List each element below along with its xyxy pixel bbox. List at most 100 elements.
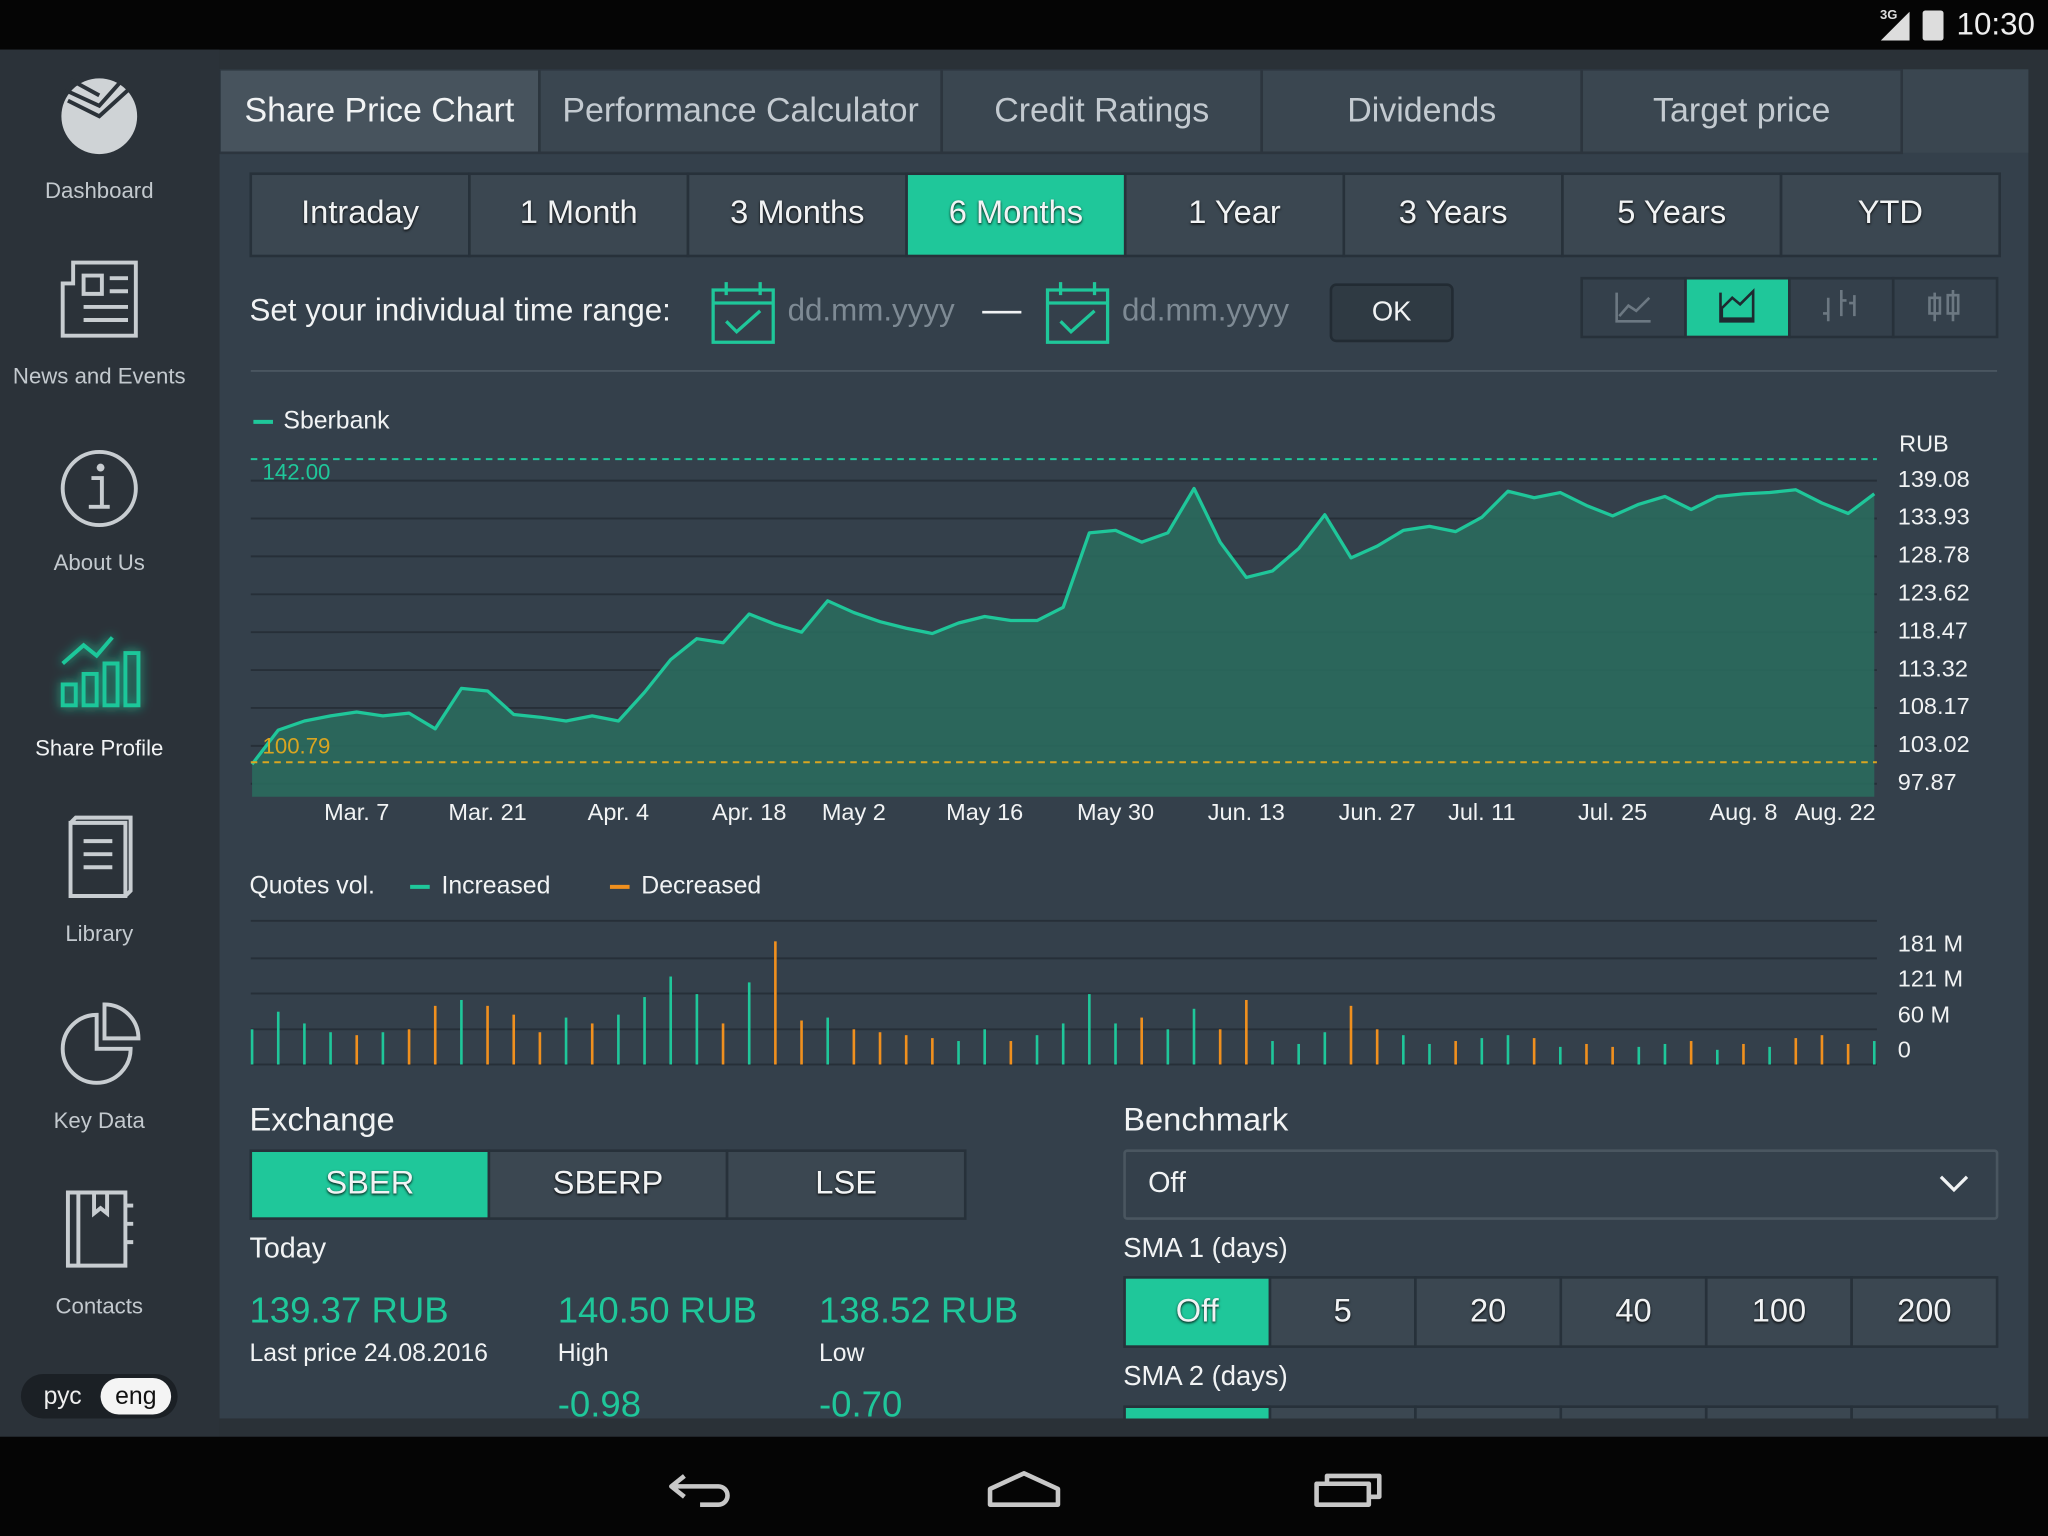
sma2-button[interactable] <box>1559 1405 1708 1476</box>
back-button[interactable] <box>669 1474 730 1507</box>
sma-button[interactable]: 200 <box>1850 1276 1999 1348</box>
sma2-button[interactable] <box>1850 1405 1999 1476</box>
view-icon <box>1719 288 1755 323</box>
volume-bar <box>381 1032 385 1065</box>
sma2-button[interactable] <box>1704 1405 1853 1476</box>
x-tick-label: Aug. 22 <box>1795 799 1876 825</box>
nav-item[interactable]: Contacts <box>55 1190 143 1318</box>
volume-bar <box>1872 1041 1876 1065</box>
volume-bar <box>250 1029 254 1065</box>
volume-bar <box>826 1017 830 1065</box>
sma-title: SMA 2 (days) <box>1123 1360 1288 1391</box>
nav-item[interactable]: Dashboard <box>45 77 154 203</box>
nav-item[interactable]: Library <box>65 815 134 946</box>
volume-bar <box>852 1029 856 1065</box>
volume-bar <box>329 1032 332 1065</box>
period-label: 3 Years <box>1399 193 1508 230</box>
tab[interactable]: Dividends <box>1260 69 1584 155</box>
y-tick-label: 181 M <box>1898 930 1963 956</box>
stat-label: Low <box>819 1340 865 1367</box>
tab[interactable]: Target price <box>1580 69 1904 155</box>
clock: 10:30 <box>1957 6 2035 41</box>
legend-label: Increased <box>441 872 550 899</box>
nav-item[interactable]: News and Events <box>13 260 186 389</box>
sma-button[interactable]: 5 <box>1268 1276 1417 1348</box>
section-title: Benchmark <box>1123 1101 1289 1138</box>
volume-bar <box>590 1023 594 1065</box>
volume-bar <box>878 1032 882 1065</box>
period-button[interactable]: 5 Years <box>1561 172 1783 258</box>
tab-bg <box>538 69 944 155</box>
period-button[interactable]: YTD <box>1779 172 2001 258</box>
exchange-bg <box>487 1149 729 1220</box>
exchange-button[interactable]: LSE <box>725 1149 967 1220</box>
period-button[interactable]: 6 Months <box>905 172 1127 258</box>
period-bg <box>905 172 1127 258</box>
tab[interactable]: Share Price Chart <box>219 69 541 155</box>
stat-label: High <box>558 1340 609 1367</box>
volume-bar <box>774 941 777 1065</box>
nav-item[interactable]: About Us <box>54 449 145 575</box>
period-button[interactable]: Intraday <box>249 172 471 258</box>
period-button[interactable]: 3 Years <box>1342 172 1564 258</box>
price-area <box>252 488 1875 797</box>
sma-button[interactable]: 100 <box>1704 1276 1853 1348</box>
volume-bar <box>931 1038 934 1065</box>
sma2-button[interactable] <box>1123 1405 1272 1476</box>
sma2-button[interactable] <box>1414 1405 1563 1476</box>
x-tick-label: May 2 <box>822 799 886 825</box>
recents-button[interactable] <box>1314 1473 1382 1507</box>
view-button[interactable] <box>1788 276 1895 339</box>
language-switch[interactable]: рус eng <box>20 1374 178 1419</box>
volume-bar <box>1715 1049 1719 1065</box>
sma-bg <box>1559 1276 1708 1348</box>
y-tick-label: 128.78 <box>1898 542 1970 568</box>
period-label: 6 Months <box>949 193 1083 230</box>
sma-label: 40 <box>1615 1291 1651 1328</box>
volume-bar <box>512 1014 516 1065</box>
calendar-button[interactable] <box>1045 282 1110 344</box>
sma-bg <box>1123 1276 1272 1348</box>
period-button[interactable]: 3 Months <box>686 172 908 258</box>
period-label: 1 Month <box>520 193 638 230</box>
stat-change: -0.70 <box>819 1383 902 1424</box>
volume-bar <box>1061 1023 1065 1065</box>
sma-button[interactable]: 20 <box>1414 1276 1563 1348</box>
volume-bar <box>1794 1038 1798 1065</box>
volume-bar <box>303 1023 306 1065</box>
volume-bar <box>1820 1035 1824 1065</box>
tab[interactable]: Performance Calculator <box>538 69 944 155</box>
y-tick-label: 97.87 <box>1898 769 1957 795</box>
sma-button[interactable]: 40 <box>1559 1276 1708 1348</box>
calendar-button[interactable] <box>711 282 775 344</box>
nav-item[interactable]: Key Data <box>54 1002 146 1133</box>
benchmark-select[interactable]: Off <box>1123 1149 1999 1220</box>
home-button[interactable] <box>987 1471 1061 1507</box>
volume-bar <box>1349 1005 1353 1065</box>
period-button[interactable]: 1 Month <box>468 172 690 258</box>
volume-bar <box>1454 1041 1457 1065</box>
section-title: Exchange <box>249 1101 394 1138</box>
volume-bar <box>643 997 646 1065</box>
volume-bar <box>1742 1043 1745 1065</box>
about-dot <box>96 463 105 472</box>
volume-bar <box>1323 1032 1327 1065</box>
tab[interactable]: Credit Ratings <box>940 69 1264 155</box>
ok-button[interactable]: OK <box>1329 283 1454 343</box>
period-label: 3 Months <box>730 193 864 230</box>
sma-button[interactable]: Off <box>1123 1276 1272 1348</box>
sma2-button[interactable] <box>1268 1405 1417 1476</box>
period-bg <box>1779 172 2001 258</box>
period-button[interactable]: 1 Year <box>1123 172 1346 258</box>
language-active <box>100 1377 172 1415</box>
view-button[interactable] <box>1580 276 1687 339</box>
exchange-button[interactable]: SBER <box>249 1149 491 1220</box>
volume-bar <box>1402 1035 1405 1065</box>
exchange-button[interactable]: SBERP <box>487 1149 729 1220</box>
view-button[interactable] <box>1684 276 1791 339</box>
about-i <box>88 476 110 509</box>
nav-item[interactable]: Share Profile <box>35 636 163 761</box>
volume-bar <box>1768 1046 1771 1065</box>
view-button[interactable] <box>1891 276 1999 339</box>
y-tick-label: 123.62 <box>1898 580 1970 606</box>
